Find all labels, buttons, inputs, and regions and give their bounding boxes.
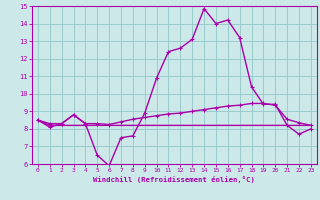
X-axis label: Windchill (Refroidissement éolien,°C): Windchill (Refroidissement éolien,°C) [93, 176, 255, 183]
